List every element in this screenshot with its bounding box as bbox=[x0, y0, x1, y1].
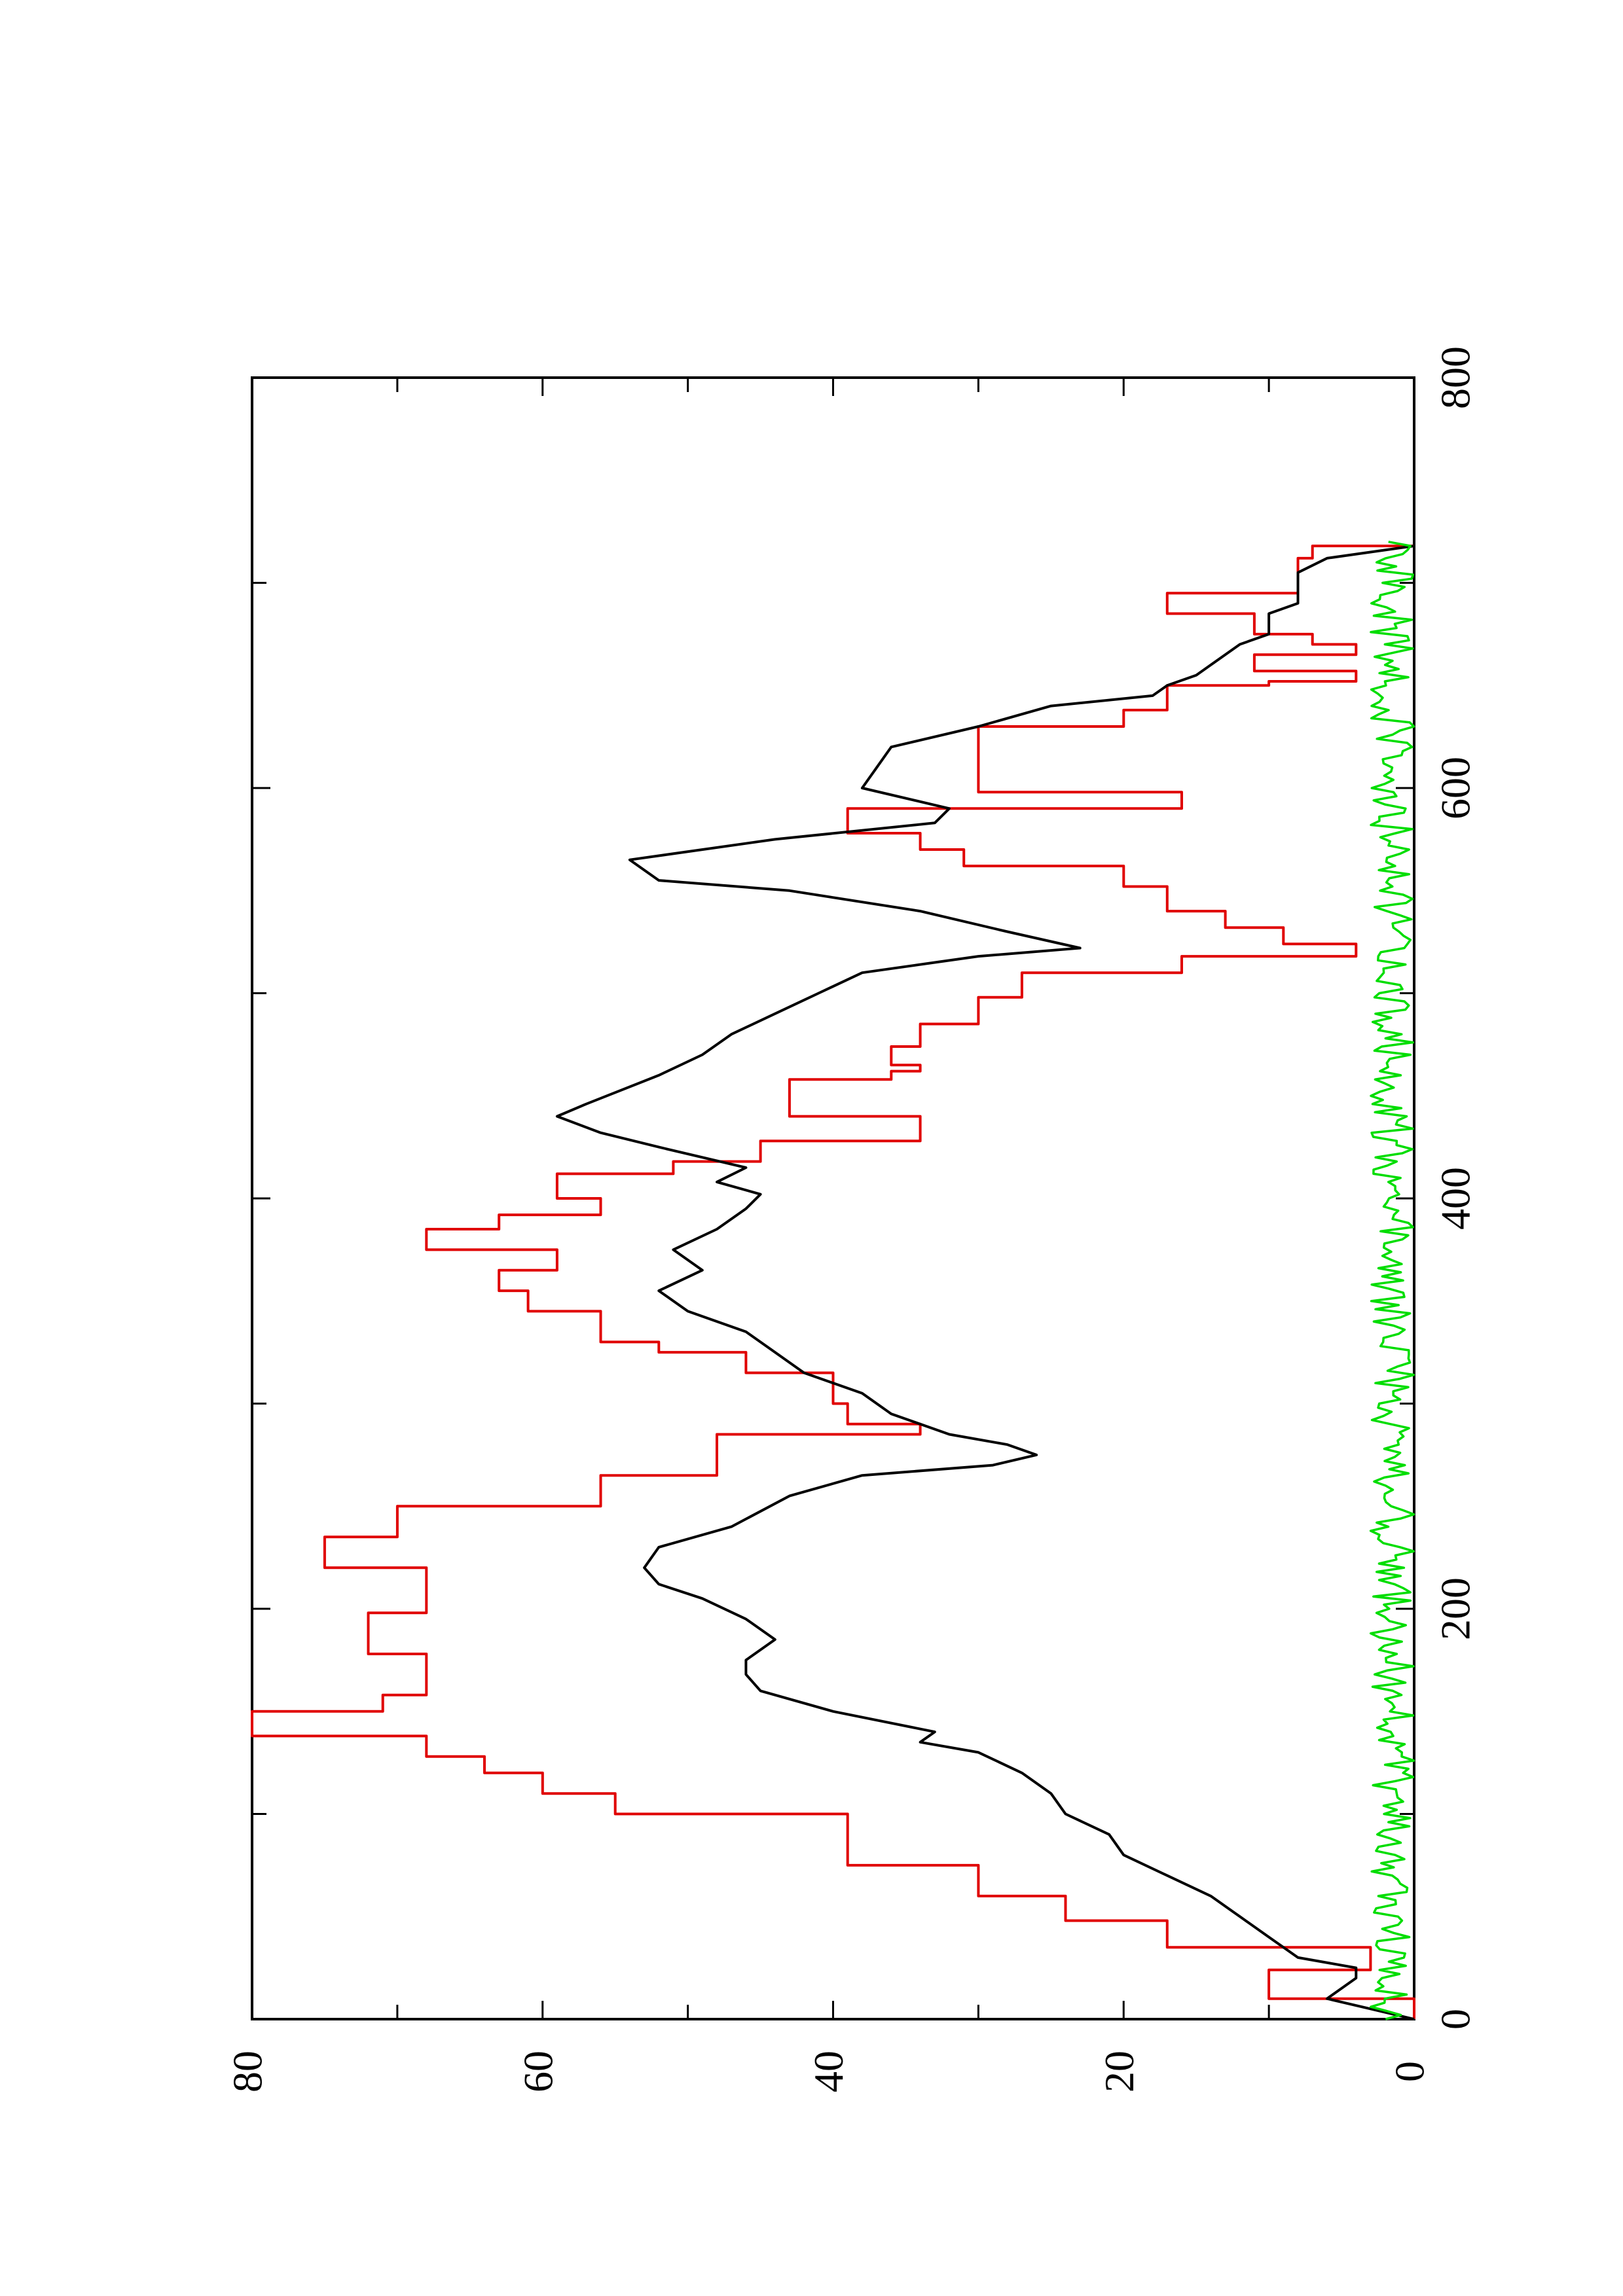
y-tick-label: 60 bbox=[515, 2051, 561, 2092]
y-tick-label: 80 bbox=[225, 2051, 271, 2092]
axis-ticks bbox=[251, 376, 1415, 2020]
y-tick-label: 20 bbox=[1096, 2051, 1142, 2092]
series-line-2 bbox=[1369, 541, 1415, 2020]
series-line-0 bbox=[251, 545, 1415, 2019]
x-tick-label: 600 bbox=[1432, 757, 1479, 819]
tick-labels: 0 200 400 600 800 0 20 40 60 80 bbox=[225, 346, 1479, 2092]
series-layer bbox=[251, 541, 1415, 2020]
series-line-1 bbox=[555, 545, 1415, 2020]
x-tick-label: 200 bbox=[1432, 1577, 1479, 1640]
y-tick-label: 40 bbox=[805, 2051, 852, 2092]
x-tick-label: 400 bbox=[1432, 1167, 1479, 1230]
plot-frame bbox=[251, 376, 1415, 2020]
plot-border bbox=[251, 376, 1415, 2020]
y-tick-label: 0 bbox=[1387, 2061, 1433, 2082]
x-tick-label: 800 bbox=[1432, 346, 1479, 409]
x-tick-label: 0 bbox=[1432, 2009, 1479, 2030]
